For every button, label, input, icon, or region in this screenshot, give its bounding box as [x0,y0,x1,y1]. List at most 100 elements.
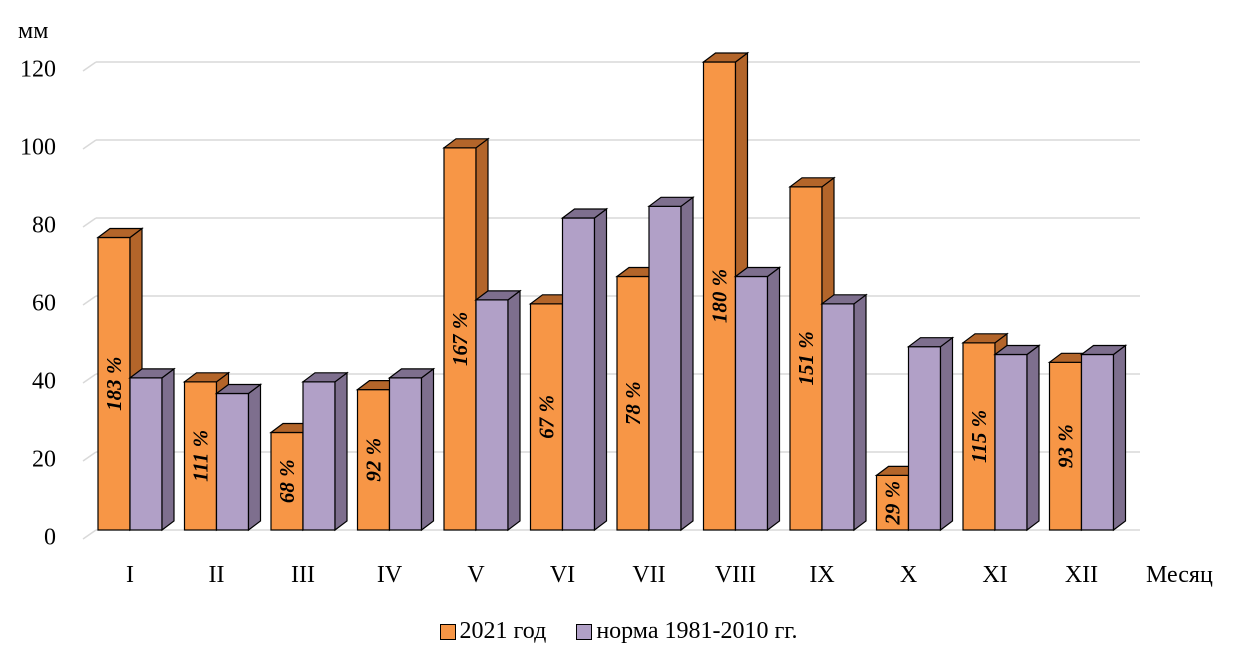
gridline-depth [82,451,97,462]
y-tick-label: 0 [44,525,56,551]
x-tick-label: VIII [715,562,756,588]
bar-front [388,377,423,531]
y-tick-label: 80 [32,213,56,239]
legend-label-2021: 2021 год [459,618,547,644]
bar-side [853,293,867,532]
bar-front [821,303,855,531]
bar-top [560,208,609,219]
bar-top [733,266,782,278]
bar-norm [560,207,609,532]
bar-side [766,266,781,532]
bar-top [214,383,263,395]
bar-top [301,372,349,383]
bar-front [875,474,910,531]
bar-top [128,368,176,379]
gridline-depth [82,217,97,228]
gridline-depth [82,373,97,384]
bar-front [648,205,682,531]
bar-side [507,289,521,532]
bar-top [961,333,1009,344]
bar-top [1079,344,1128,356]
x-tick-label: II [209,562,225,588]
bar-top [906,337,955,348]
bar-front [475,299,509,531]
x-tick-label: I [126,562,134,588]
bar-top [647,196,695,207]
bar-side [939,336,954,532]
data-label: 183 % [102,357,126,411]
bar-front [356,389,391,531]
bar-side [334,371,348,532]
bar-norm [214,383,263,532]
data-label: 111 % [188,430,212,482]
bar-front [1048,361,1083,531]
x-axis-title: Месяц [1146,562,1213,588]
x-tick-label: X [900,562,917,588]
bar-top [96,227,144,239]
legend-item-norm: норма 1981-2010 гг. [576,618,797,645]
x-tick-label: VI [550,562,575,588]
bar-front [561,217,596,531]
bar-side [680,196,694,532]
data-label: 67 % [534,395,558,439]
bar-side [1026,344,1040,532]
data-label: 92 % [361,438,385,482]
gridline-depth [82,139,97,150]
bar-front [702,61,737,531]
bar-side [1112,344,1127,532]
bar-front [994,353,1028,531]
bar-norm [474,289,522,532]
bar-top [788,177,836,188]
bar-top [182,372,231,383]
bar-front [734,275,769,531]
bar-front [789,186,823,531]
x-tick-label: VII [632,562,665,588]
legend-label-norm: норма 1981-2010 гг. [596,618,798,644]
data-label: 180 % [707,269,731,323]
y-tick-label: 120 [20,57,56,83]
bar-norm [128,367,176,532]
bar-front [183,381,218,531]
bar-top [993,344,1041,356]
data-label: 78 % [621,381,645,425]
bar-norm [1079,344,1128,532]
bar-front [1080,353,1115,531]
bar-norm [387,367,436,532]
bar-norm [820,293,868,532]
bar-norm [733,266,782,532]
bar-top [387,368,436,379]
bar-norm [993,344,1041,532]
data-label: 115 % [967,410,991,463]
bar-top [474,290,522,301]
y-axis-title: мм [18,18,48,44]
bars [96,51,1128,532]
x-tick-label: III [291,562,315,588]
bar-front [907,346,942,531]
bar-side [420,367,435,532]
bar-side [161,367,175,532]
bar-top [820,294,868,305]
y-tick-label: 40 [32,369,56,395]
bar-top [442,138,490,149]
x-axis: I II III IV V VI VII VIII IX X XI XII [126,562,1098,588]
y-tick-label: 60 [32,291,56,317]
bar-front [302,381,336,531]
precipitation-chart: 0 20 40 60 80 100 120 мм 183 % 111 % 68 % 92 % 167… [18,18,1213,588]
legend-item-2021: 2021 год [439,618,547,645]
bar-front [962,342,996,531]
x-tick-label: XII [1065,562,1098,588]
data-label: 29 % [880,481,904,526]
x-tick-label: V [467,562,485,588]
data-label: 167 % [448,312,472,366]
bar-norm [647,196,695,532]
legend-swatch-2021 [439,623,456,640]
data-label: 93 % [1053,424,1077,468]
gridline-depth [82,529,97,540]
y-axis: 0 20 40 60 80 100 120 [20,57,56,551]
data-labels: 183 % 111 % 68 % 92 % 167 % 67 % 78 % 180 % 151 … [102,269,1078,526]
bar-side [593,207,608,532]
gridline-depth [82,295,97,306]
bar-front [129,377,163,531]
data-label: 68 % [275,459,299,503]
bar-norm [301,371,349,532]
